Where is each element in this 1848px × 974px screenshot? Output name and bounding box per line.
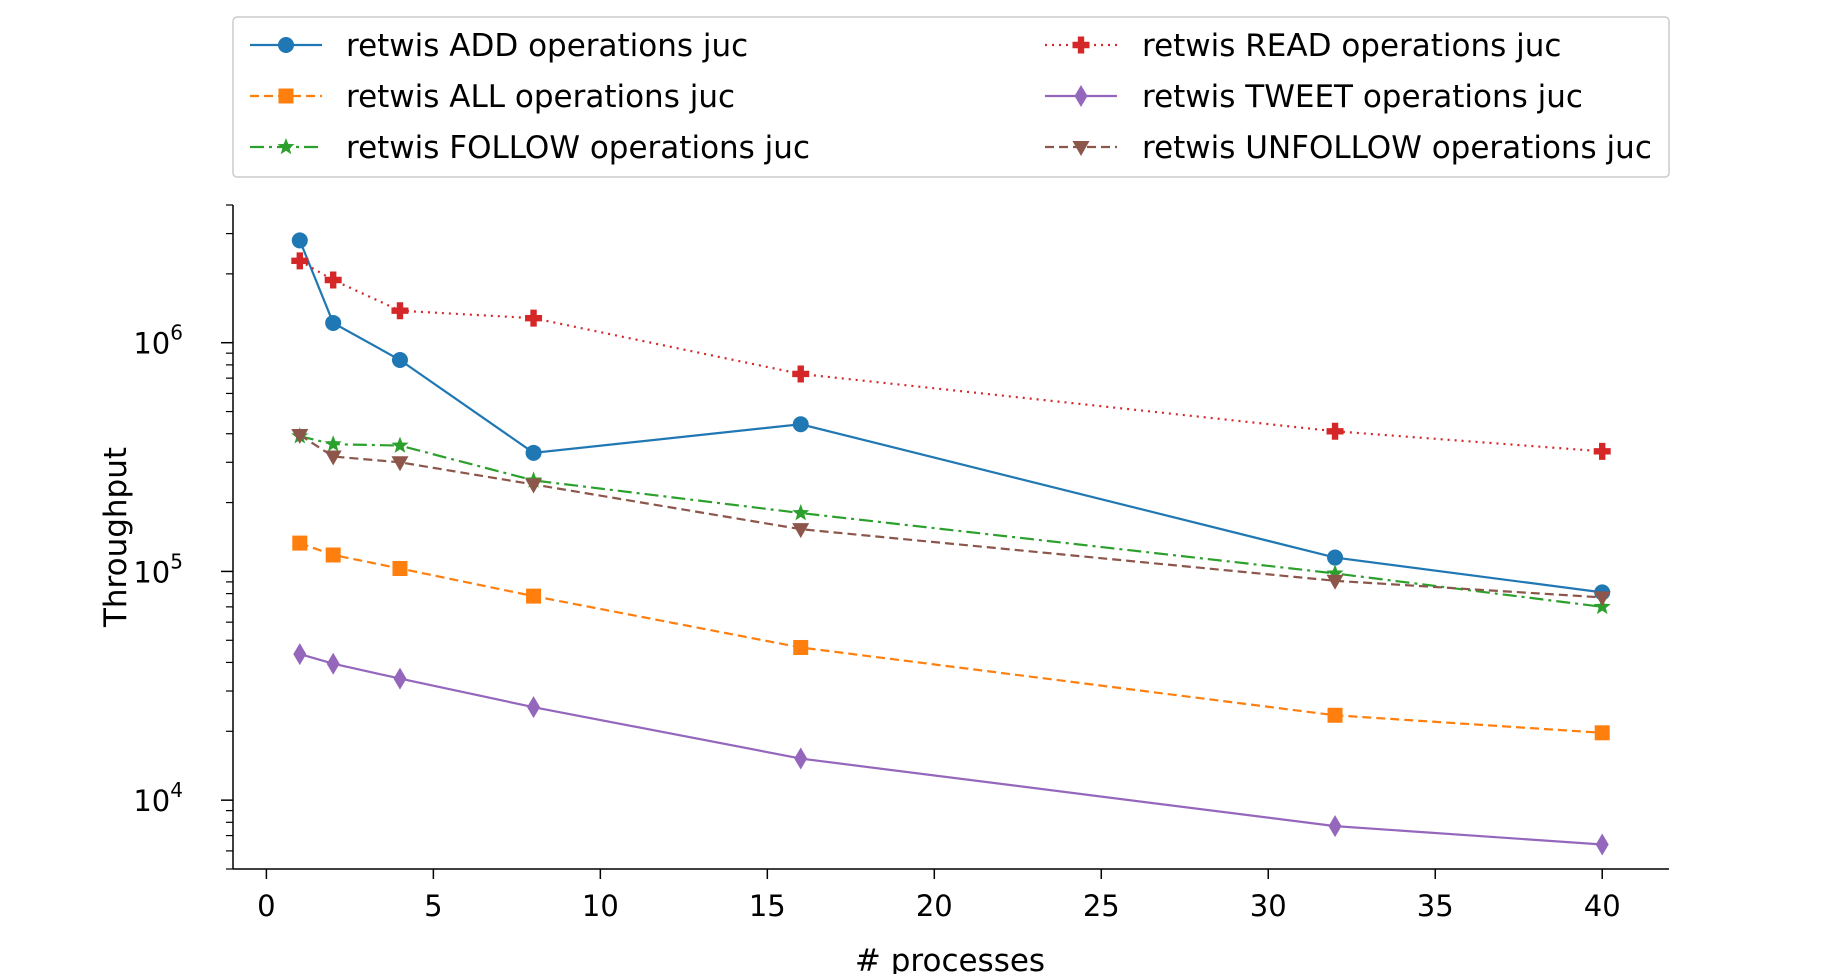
x-tick-label: 20 <box>916 889 953 923</box>
data-point <box>525 478 543 494</box>
legend-entry: retwis READ operations juc <box>1045 28 1561 64</box>
y-tick-label: 106 <box>133 321 183 361</box>
data-point <box>1326 564 1344 581</box>
data-point <box>325 314 342 331</box>
data-point <box>393 667 407 690</box>
legend-label: retwis ALL operations juc <box>346 79 735 115</box>
data-point <box>1327 707 1343 723</box>
data-point <box>291 428 309 444</box>
legend-label: retwis TWEET operations juc <box>1142 79 1583 115</box>
legend-label: retwis ADD operations juc <box>346 28 748 64</box>
data-point <box>325 547 341 563</box>
data-point <box>526 588 542 604</box>
data-point <box>1593 442 1611 460</box>
legend-entry: retwis ALL operations juc <box>250 79 735 115</box>
legend-entry: retwis UNFOLLOW operations juc <box>1045 130 1652 166</box>
plot-area: 104 105 106 0 5 10 15 20 25 30 35 40 <box>133 204 1669 923</box>
x-tick-label: 10 <box>582 889 619 923</box>
data-point <box>391 456 409 472</box>
legend-entry: retwis ADD operations juc <box>250 28 748 64</box>
series-5 <box>291 428 1611 607</box>
data-point <box>291 252 309 270</box>
data-point <box>291 232 308 249</box>
x-ticks: 0 5 10 15 20 25 30 35 40 <box>257 869 1621 923</box>
x-tick-label: 15 <box>749 889 786 923</box>
legend-entry: retwis TWEET operations juc <box>1045 79 1583 115</box>
x-tick-label: 35 <box>1417 889 1454 923</box>
legend-marker <box>1074 85 1088 107</box>
data-point <box>1594 725 1610 741</box>
data-point <box>1328 815 1342 838</box>
legend-frame <box>232 16 1670 178</box>
series-3 <box>291 252 1611 460</box>
data-point <box>391 436 409 453</box>
series-1 <box>292 535 1610 741</box>
data-point <box>792 504 810 521</box>
data-point <box>324 435 342 452</box>
legend: retwis ADD operations juc retwis ALL oper… <box>232 16 1670 178</box>
series-group <box>291 232 1611 856</box>
data-point <box>794 747 808 770</box>
data-point <box>391 352 408 369</box>
legend-marker <box>278 88 294 104</box>
data-point <box>527 696 541 719</box>
y-tick-label: 105 <box>133 549 183 589</box>
legend-items: retwis ADD operations juc retwis ALL oper… <box>250 28 1652 166</box>
x-tick-label: 25 <box>1083 889 1120 923</box>
data-point <box>792 523 810 539</box>
x-axis-title: # processes <box>855 943 1045 974</box>
x-tick-label: 30 <box>1250 889 1287 923</box>
data-point <box>324 271 342 289</box>
data-point <box>525 309 543 327</box>
x-tick-label: 5 <box>424 889 442 923</box>
data-point <box>326 652 340 675</box>
x-tick-label: 0 <box>257 889 275 923</box>
data-point <box>525 444 542 461</box>
legend-marker <box>1072 141 1090 156</box>
data-point <box>391 302 409 320</box>
series-4 <box>293 643 1609 856</box>
x-tick-label: 40 <box>1584 889 1621 923</box>
data-point <box>792 365 810 383</box>
data-point <box>292 535 308 551</box>
data-point <box>1327 549 1344 566</box>
data-point <box>792 416 809 433</box>
y-ticks: 104 105 106 <box>133 204 233 870</box>
legend-label: retwis UNFOLLOW operations juc <box>1142 130 1652 166</box>
data-point <box>1595 833 1609 856</box>
legend-marker <box>1072 36 1090 54</box>
data-point <box>1326 422 1344 440</box>
data-point <box>392 560 408 576</box>
legend-label: retwis READ operations juc <box>1142 28 1561 64</box>
data-point <box>324 450 342 466</box>
legend-marker <box>277 138 295 155</box>
legend-marker <box>278 37 294 53</box>
data-point <box>793 639 809 655</box>
series-0 <box>291 232 1611 601</box>
legend-entry: retwis FOLLOW operations juc <box>250 130 810 166</box>
y-tick-label: 104 <box>133 778 183 818</box>
data-point <box>1326 574 1344 590</box>
data-point <box>293 643 307 666</box>
y-axis-title: Throughput <box>98 447 134 628</box>
legend-label: retwis FOLLOW operations juc <box>346 130 810 166</box>
data-point <box>1593 591 1611 607</box>
